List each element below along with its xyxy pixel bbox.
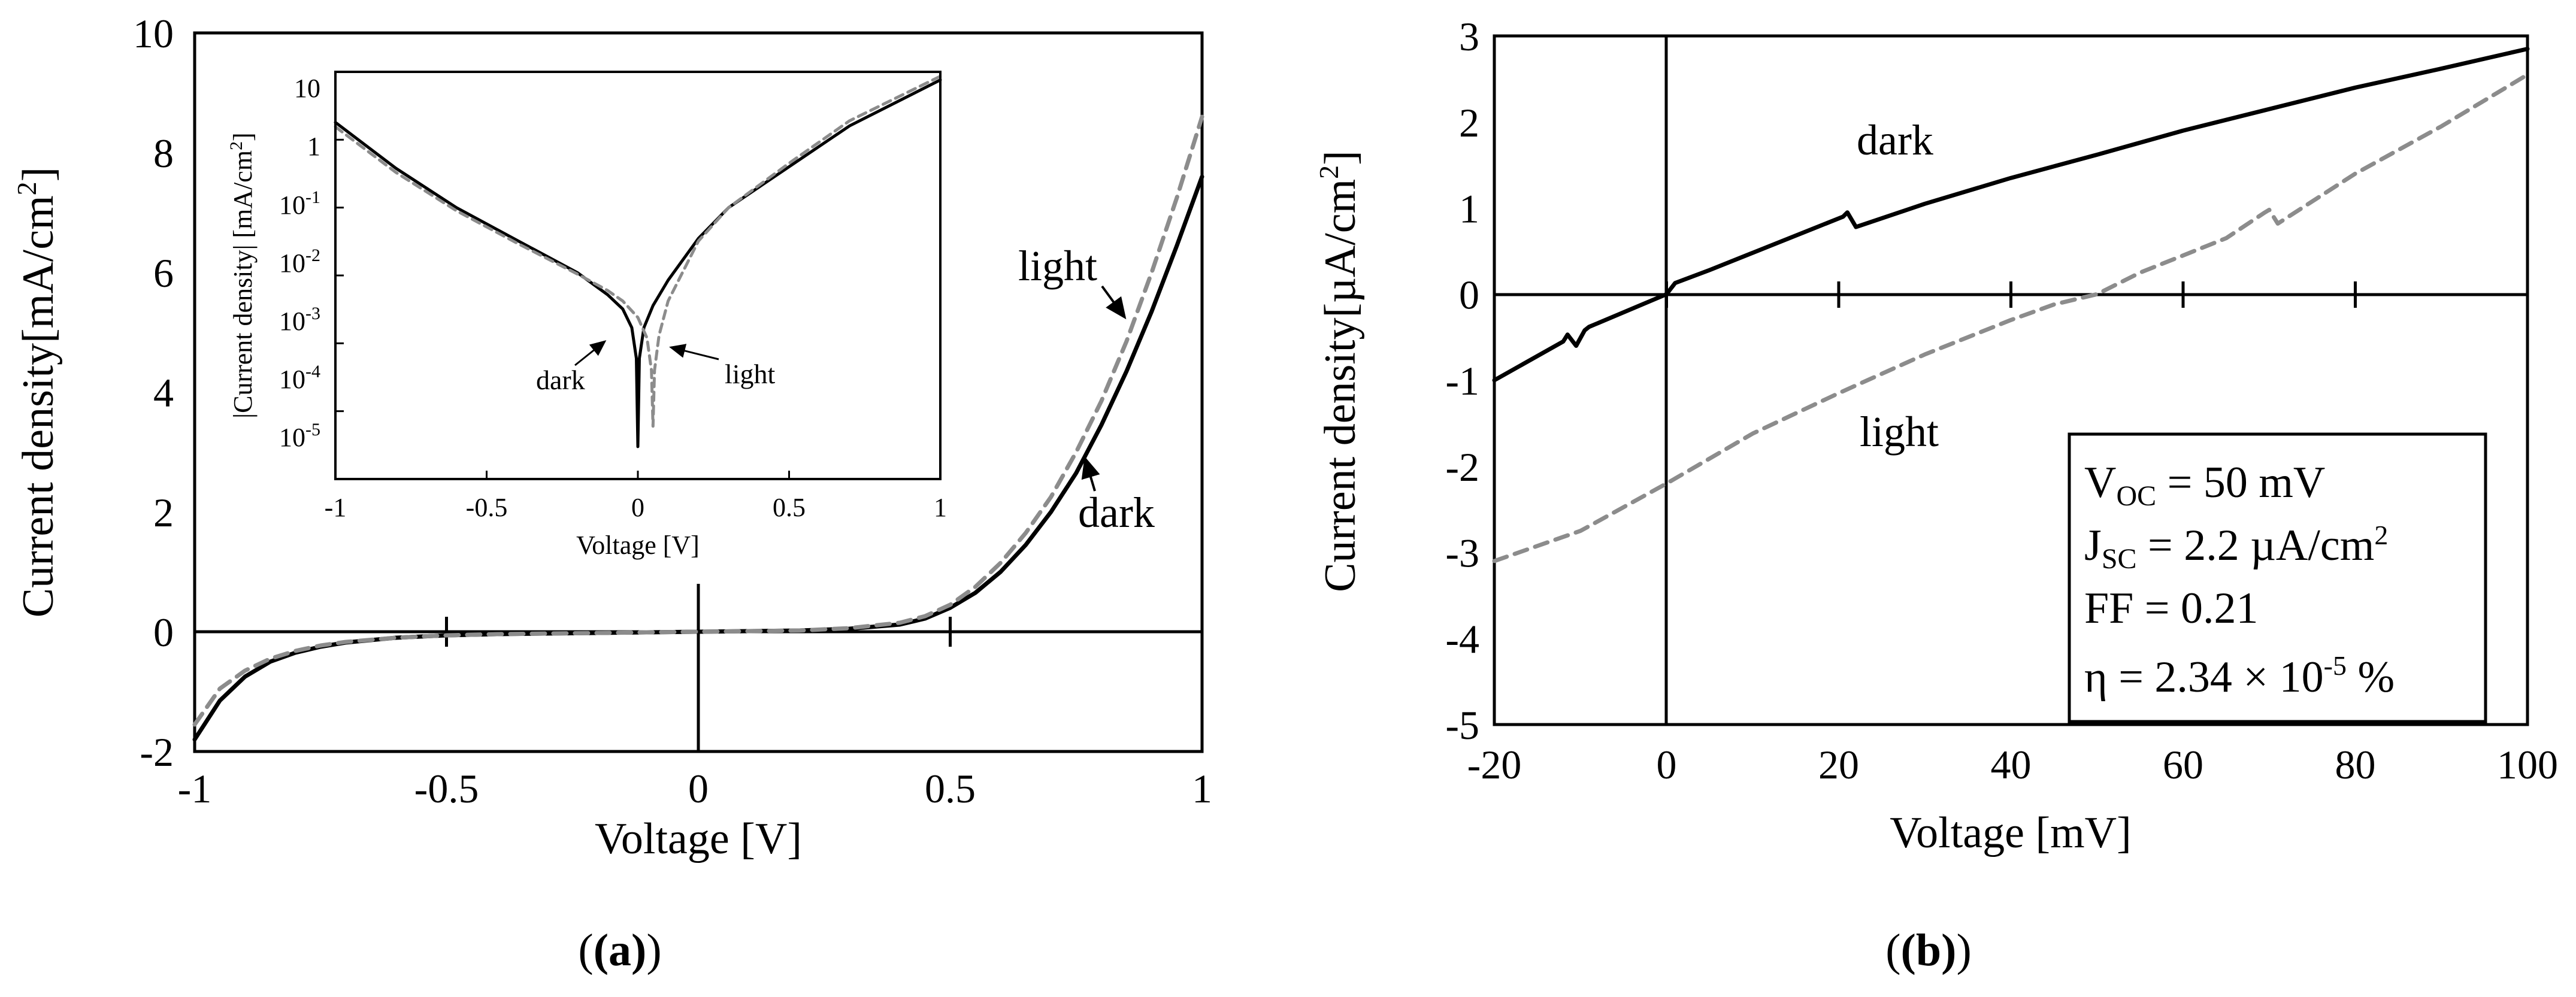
inset-annotation-dark: dark (536, 365, 585, 395)
chart-a-annotation-dark: dark (1078, 489, 1155, 537)
inset-x-tick-label: 0.5 (773, 493, 806, 522)
chart-b-y-tick-label: -3 (1445, 531, 1479, 576)
chart-b-x-tick-labels: -20 0 20 40 60 80 100 (1467, 742, 2558, 787)
inset-arrow-dark (574, 340, 607, 366)
param-voc: VOC = 50 mV (2084, 458, 2325, 512)
inset-series-light-line (334, 74, 942, 428)
inset-x-axis-title: Voltage [V] (576, 531, 700, 560)
chart-a-y-tick-label: 2 (153, 490, 174, 535)
chart-b-y-tick-label: -4 (1445, 616, 1479, 662)
chart-b-x-tick-label: 40 (1991, 742, 2032, 787)
chart-b: -5 -4 -3 -2 -1 0 1 2 3 -20 0 20 40 60 80 100 Current d… (1313, 14, 2558, 975)
inset-x-tick-label: -0.5 (466, 493, 508, 522)
chart-b-x-tick-label: 100 (2497, 742, 2558, 787)
parameter-box-frame (2068, 432, 2487, 723)
chart-a-y-tick-labels: -2 0 2 4 6 8 10 (133, 11, 174, 775)
chart-b-y-axis-title: Current density[µA/cm2] (1313, 150, 1365, 592)
chart-a-y-tick-label: 4 (153, 370, 174, 416)
chart-b-y-tick-label: 0 (1459, 272, 1479, 317)
chart-a-y-axis-title: Current density[mA/cm2] (11, 167, 63, 618)
inset-y-tick-label: 10-5 (279, 420, 320, 452)
chart-a-arrow-light (1101, 285, 1127, 320)
inset-y-tick-labels: 10 1 10-1 10-2 10-3 10-4 10-5 (279, 74, 320, 452)
chart-a-x-tick-label: 1 (1192, 766, 1212, 811)
chart-b-x-axis-title: Voltage [mV] (1890, 808, 2132, 857)
inset-tick-marks (334, 71, 942, 480)
chart-b-y-tick-labels: -5 -4 -3 -2 -1 0 1 2 3 (1445, 14, 1479, 748)
chart-a-annotation-light: light (1018, 242, 1097, 290)
chart-a-x-axis-title: Voltage [V] (595, 814, 802, 863)
inset-y-tick-label: 10-2 (279, 246, 320, 278)
chart-a-x-tick-label: -1 (178, 766, 212, 811)
chart-b-y-tick-label: -5 (1445, 702, 1479, 748)
param-ff: FF = 0.21 (2084, 584, 2259, 633)
inset-y-tick-label: 10-4 (279, 362, 320, 394)
inset-y-tick-label: 10 (294, 74, 320, 103)
inset-y-tick-label: 1 (307, 132, 320, 161)
inset-annotation-light: light (725, 359, 776, 389)
inset-series (334, 74, 942, 449)
parameter-box: VOC = 50 mV JSC = 2.2 µA/cm2 FF = 0.21 η… (2068, 432, 2487, 723)
inset-y-axis-title: |Current density| [mA/cm2] (226, 132, 258, 418)
chart-a-x-tick-labels: -1 -0.5 0 0.5 1 (178, 766, 1212, 811)
chart-a-arrow-dark (1081, 456, 1100, 492)
inset-y-tick-label: 10-1 (279, 187, 320, 220)
panel-a-label: ((a)) (578, 925, 661, 975)
chart-a-y-tick-label: 10 (133, 11, 174, 56)
param-jsc: JSC = 2.2 µA/cm2 (2084, 520, 2388, 575)
chart-b-series-dark-line (1492, 47, 2530, 383)
chart-b-x-tick-label: 60 (2163, 742, 2203, 787)
chart-b-series (1492, 47, 2530, 563)
inset-arrow-light (669, 344, 719, 360)
chart-b-annotation-dark: dark (1857, 116, 1933, 164)
inset-x-tick-label: -1 (325, 493, 347, 522)
chart-a-y-tick-label: -2 (140, 729, 174, 775)
chart-a-inset: 10 1 10-1 10-2 10-3 10-4 10-5 -1 -0.5 0 0.5… (226, 71, 947, 560)
chart-b-y-tick-label: 1 (1459, 186, 1479, 232)
chart-a-x-tick-label: 0 (688, 766, 709, 811)
chart-b-y-tick-label: -2 (1445, 444, 1479, 490)
chart-b-series-light-line (1492, 72, 2530, 563)
chart-b-x-tick-label: 20 (1818, 742, 1859, 787)
param-eta: η = 2.34 × 10-5 % (2084, 650, 2395, 702)
inset-x-tick-label: 0 (631, 493, 644, 522)
chart-a-x-tick-label: 0.5 (925, 766, 976, 811)
chart-a-x-tick-label: -0.5 (414, 766, 479, 811)
inset-x-tick-labels: -1 -0.5 0 0.5 1 (325, 493, 947, 522)
chart-b-x-tick-label: -20 (1467, 742, 1522, 787)
chart-b-y-tick-label: 2 (1459, 100, 1479, 146)
chart-a-y-tick-label: 0 (153, 610, 174, 655)
inset-x-tick-label: 1 (934, 493, 947, 522)
chart-a-series (192, 114, 1204, 742)
chart-a-y-tick-label: 8 (153, 131, 174, 176)
chart-a-y-tick-label: 6 (153, 250, 174, 296)
chart-b-x-tick-label: 0 (1657, 742, 1677, 787)
inset-y-tick-label: 10-3 (279, 304, 320, 336)
panel-b-label: ((b)) (1885, 925, 1972, 975)
chart-b-x-tick-label: 80 (2335, 742, 2376, 787)
chart-b-y-tick-label: 3 (1459, 14, 1479, 59)
chart-b-y-tick-label: -1 (1445, 358, 1479, 404)
chart-a-series-light-line (192, 114, 1204, 727)
chart-b-annotation-light: light (1860, 408, 1939, 456)
